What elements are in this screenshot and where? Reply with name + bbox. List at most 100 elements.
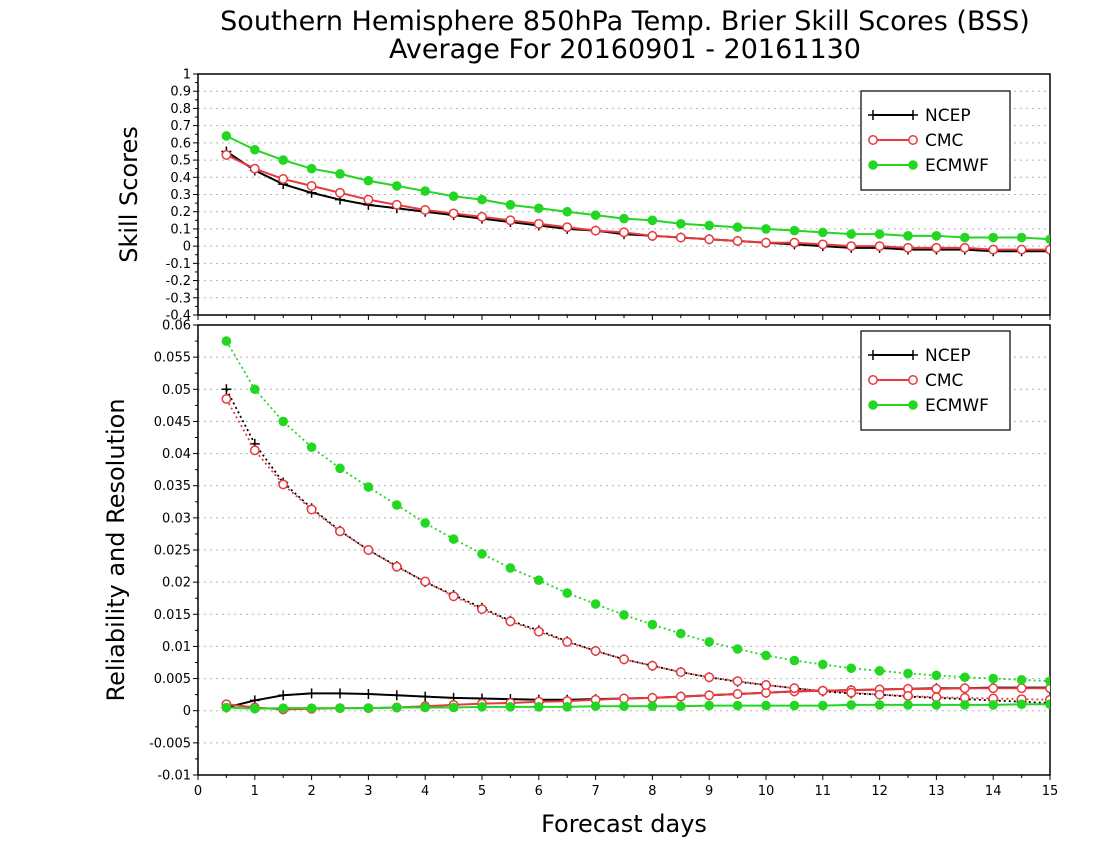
point-ecmwf-dotted (931, 670, 942, 681)
point-cmc-dotted (817, 685, 828, 696)
panel-2: -0.01 -0.005 0 0.005 0.01 0.015 0.02 0.025 0.03 0… (102, 319, 1058, 800)
point-cmc (647, 230, 658, 241)
y-tick-label: -0.4 (166, 309, 191, 324)
point-cmc-dotted (420, 576, 431, 587)
point-cmc-dotted (249, 445, 260, 456)
point-ecmwf (278, 155, 289, 165)
point-cmc (221, 149, 232, 160)
point-cmc-dotted (363, 545, 374, 555)
point-ecmwf-dotted (1016, 675, 1027, 685)
point-ecmwf (903, 700, 913, 710)
point-ncep (306, 688, 317, 699)
point-ncep (363, 689, 374, 699)
point-cmc (675, 232, 686, 243)
x-tick-label: 2 (307, 784, 315, 799)
point-ecmwf-dotted (306, 442, 317, 452)
point-ecmwf (789, 225, 800, 236)
point-cmc (647, 692, 658, 703)
series-line-ncep-dotted (225, 388, 1050, 704)
y-tick-label: -0.1 (166, 257, 191, 272)
point-cmc-dotted (903, 690, 913, 701)
x-tick-label: 12 (871, 784, 888, 799)
point-cmc (249, 163, 260, 174)
point-ecmwf (647, 701, 658, 712)
legend-marker-cmc (868, 375, 878, 385)
x-tick-label: 4 (421, 784, 429, 799)
point-ecmwf (505, 200, 516, 210)
point-ecmwf (988, 700, 998, 710)
point-ecmwf (278, 703, 289, 713)
legend-marker-cmc (908, 375, 918, 385)
x-tick-label: 13 (928, 784, 945, 799)
legend-marker-ecmwf (908, 400, 918, 410)
series-line-ecmwf-dotted (225, 340, 1050, 683)
point-cmc (704, 234, 715, 245)
x-tick-label: 15 (1042, 784, 1059, 799)
point-cmc (988, 244, 999, 255)
point-cmc-dotted (391, 561, 402, 572)
point-ecmwf-dotted (420, 518, 431, 528)
point-cmc-dotted (448, 591, 459, 602)
point-ecmwf (221, 702, 232, 713)
y-tick-label: 0.05 (162, 383, 191, 398)
point-ecmwf (988, 232, 998, 243)
point-ecmwf (1045, 234, 1050, 245)
series-line-cmc-dotted (225, 398, 1050, 701)
y-tick-label: 0.005 (154, 672, 191, 687)
point-cmc (959, 242, 970, 253)
point-ecmwf-dotted (704, 637, 714, 647)
point-ecmwf (1016, 699, 1027, 710)
point-ecmwf (676, 218, 686, 229)
point-cmc-dotted (761, 680, 771, 690)
point-cmc (335, 187, 345, 198)
point-ecmwf (477, 194, 487, 205)
x-tick-label: 1 (251, 784, 259, 799)
plot-panels: -0.4 -0.3 -0.2 -0.1 0 0.1 0.2 0.3 0.4 0.5 0.6 0.7 0.… (102, 68, 1058, 800)
point-cmc-dotted (619, 654, 629, 665)
point-ecmwf (590, 210, 601, 220)
point-ecmwf-dotted (448, 534, 459, 544)
point-ecmwf (818, 700, 828, 711)
legend: NCEP CMC ECMWF (860, 330, 1011, 431)
point-ecmwf-dotted (1045, 676, 1050, 686)
point-cmc-dotted (704, 672, 715, 683)
y-tick-label: 0.6 (170, 136, 191, 151)
point-ncep (391, 690, 402, 701)
y-tick-label: 0.01 (162, 640, 191, 655)
y-tick-label: 0.02 (162, 576, 191, 591)
point-ecmwf (392, 702, 402, 713)
point-ecmwf-dotted (676, 628, 686, 639)
point-ncep (278, 690, 289, 701)
y-tick-label: 0.9 (170, 85, 191, 100)
point-cmc (1016, 244, 1027, 255)
point-cmc-dotted (789, 683, 800, 694)
y-tick-label: 0.06 (162, 319, 191, 334)
point-cmc-dotted (590, 645, 601, 656)
y-tick-label: 0.8 (170, 102, 191, 117)
point-cmc-dotted (306, 504, 317, 515)
point-ecmwf (619, 213, 629, 224)
x-axis-title: Forecast days (541, 810, 707, 838)
legend-marker-ncep (868, 110, 878, 120)
point-ecmwf (732, 222, 743, 233)
y-tick-label: -0.005 (149, 736, 191, 751)
series-line-ecmwf (226, 703, 1050, 710)
point-cmc (533, 218, 544, 229)
point-ncep-dotted (221, 384, 232, 395)
point-ecmwf (903, 231, 913, 241)
legend-label-ncep: NCEP (925, 346, 971, 366)
point-ecmwf (306, 703, 317, 713)
point-cmc (789, 237, 800, 248)
point-cmc (846, 241, 857, 252)
panel-1: -0.4 -0.3 -0.2 -0.1 0 0.1 0.2 0.3 0.4 0.5 0.6 0.7 0.… (115, 68, 1051, 324)
point-ecmwf (448, 191, 459, 202)
point-ecmwf (306, 163, 317, 174)
point-ecmwf-dotted (250, 384, 260, 395)
point-ecmwf-dotted (846, 663, 856, 674)
point-ecmwf (874, 700, 885, 710)
point-ecmwf (732, 700, 743, 711)
y-tick-label: 1 (183, 68, 191, 83)
point-cmc (1045, 244, 1050, 255)
x-tick-label: 5 (478, 784, 486, 799)
point-ecmwf (505, 702, 516, 712)
